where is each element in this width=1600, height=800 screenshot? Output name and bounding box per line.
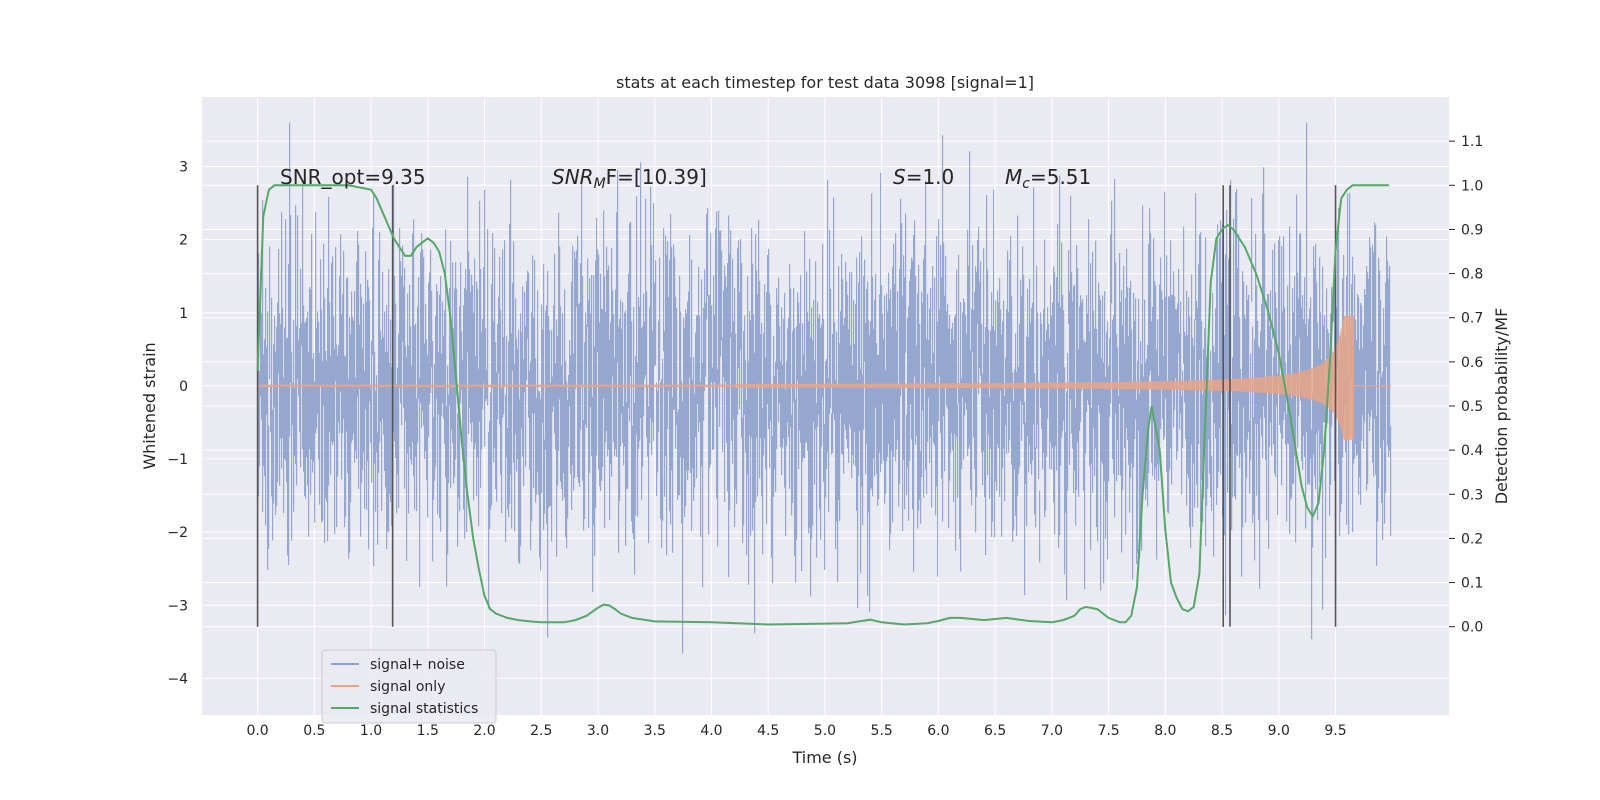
annotation-s-label: S bbox=[893, 165, 906, 189]
annotation-snr-mf: SNRMF=[10.39] bbox=[552, 165, 707, 192]
annotation-mc-main: M bbox=[1005, 165, 1022, 189]
annotation-snr-opt: SNR_opt=9.35 bbox=[280, 165, 426, 189]
y-tick-label-right: 1.0 bbox=[1461, 178, 1483, 194]
y-tick-label-left: 1 bbox=[179, 306, 188, 322]
x-tick-label: 3.5 bbox=[644, 723, 666, 739]
x-tick-label: 7.5 bbox=[1097, 723, 1119, 739]
legend-entry-stats: signal statistics bbox=[370, 701, 478, 717]
x-tick-label: 8.0 bbox=[1154, 723, 1176, 739]
x-tick-label: 5.0 bbox=[814, 723, 836, 739]
annotation-mc-sub: c bbox=[1022, 176, 1030, 192]
x-tick-label: 1.5 bbox=[417, 723, 439, 739]
y-tick-label-left: −3 bbox=[167, 598, 188, 614]
x-tick-label: 3.0 bbox=[587, 723, 609, 739]
y-tick-label-left: 0 bbox=[179, 379, 188, 395]
legend-entry-noise: signal+ noise bbox=[370, 657, 465, 673]
x-tick-label: 8.5 bbox=[1211, 723, 1233, 739]
x-tick-label: 2.5 bbox=[530, 723, 552, 739]
x-tick-label: 0.5 bbox=[303, 723, 325, 739]
legend-box bbox=[321, 649, 497, 724]
y-tick-label-right: 0.2 bbox=[1461, 531, 1483, 547]
y-tick-label-left: 3 bbox=[179, 159, 188, 175]
y-axis-label-right: Detection probability/MF bbox=[1492, 308, 1511, 505]
annotation-mc: Mc=5.51 bbox=[1005, 165, 1091, 192]
chart-title: stats at each timestep for test data 309… bbox=[616, 73, 1034, 92]
y-tick-label-right: 0.4 bbox=[1461, 443, 1483, 459]
annotation-snr-mf-sub: M bbox=[594, 176, 606, 192]
x-tick-label: 7.0 bbox=[1041, 723, 1063, 739]
signal-statistics-series bbox=[256, 184, 1389, 626]
y-tick-label-right: 0.6 bbox=[1461, 355, 1483, 371]
y-tick-label-right: 0.5 bbox=[1461, 399, 1483, 415]
x-tick-label: 0.0 bbox=[246, 723, 268, 739]
x-tick-label: 1.0 bbox=[360, 723, 382, 739]
x-tick-label: 6.0 bbox=[927, 723, 949, 739]
y-tick-label-right: 1.1 bbox=[1461, 134, 1483, 150]
x-axis-label: Time (s) bbox=[791, 748, 857, 767]
y-tick-label-right: 0.0 bbox=[1461, 620, 1483, 636]
y-tick-label-right: 0.1 bbox=[1461, 576, 1483, 592]
annotation-s-value: =1.0 bbox=[906, 165, 955, 189]
y-tick-label-left: −2 bbox=[167, 525, 188, 541]
signal-only-series bbox=[257, 316, 1355, 441]
ticks: 0.0 0.5 1.0 1.5 2.0 2.5 3.0 3.5 4.0 4.5 5.0 5.5 6.0 6… bbox=[167, 134, 1483, 739]
x-tick-label: 4.0 bbox=[700, 723, 722, 739]
annotation-mc-value: =5.51 bbox=[1030, 165, 1091, 189]
y-tick-label-right: 0.8 bbox=[1461, 267, 1483, 283]
x-tick-label: 5.5 bbox=[871, 723, 893, 739]
annotation-snr-mf-rest: F=[10.39] bbox=[606, 165, 707, 189]
legend-entry-signal: signal only bbox=[370, 679, 445, 695]
x-tick-label: 9.0 bbox=[1268, 723, 1290, 739]
y-tick-label-left: −1 bbox=[167, 452, 188, 468]
x-tick-label: 2.0 bbox=[473, 723, 495, 739]
y-tick-label-left: 2 bbox=[179, 233, 188, 249]
annotation-snr-mf-main: SNR bbox=[552, 165, 594, 189]
legend: signal+ noise signal only signal statist… bbox=[321, 649, 497, 724]
x-tick-label: 6.5 bbox=[984, 723, 1006, 739]
annotation-s: S=1.0 bbox=[893, 165, 954, 189]
y-tick-label-right: 0.3 bbox=[1461, 487, 1483, 503]
x-tick-label: 9.5 bbox=[1324, 723, 1346, 739]
y-axis-label-left: Whitened strain bbox=[140, 342, 159, 469]
y-tick-label-right: 0.9 bbox=[1461, 222, 1483, 238]
y-tick-label-right: 0.7 bbox=[1461, 311, 1483, 327]
y-tick-label-left: −4 bbox=[167, 671, 188, 687]
x-tick-label: 4.5 bbox=[757, 723, 779, 739]
